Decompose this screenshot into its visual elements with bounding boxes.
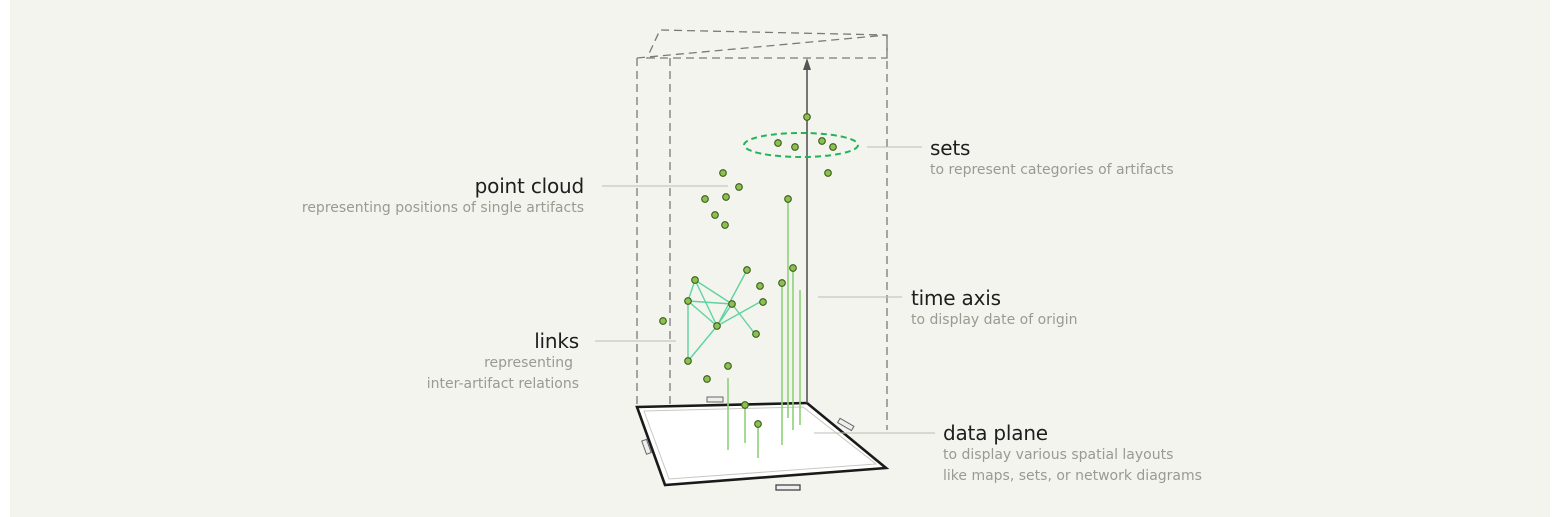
artifact-point <box>778 279 786 287</box>
artifact-point <box>703 375 711 383</box>
artifact-point <box>741 401 749 409</box>
artifact-point <box>659 317 667 325</box>
artifact-point <box>784 195 792 203</box>
point-cloud <box>659 113 837 428</box>
label-sets-subtitle: to represent categories of artifacts <box>930 162 1174 178</box>
label-point-cloud-subtitle: representing positions of single artifac… <box>301 200 584 216</box>
label-time-axis-subtitle: to display date of origin <box>911 312 1078 328</box>
artifact-point <box>752 330 760 338</box>
data-plane-handle-icon <box>775 484 801 491</box>
artifact-point <box>701 195 709 203</box>
label-point-cloud: point cloud representing positions of si… <box>302 174 584 219</box>
data-plane-handle-icon <box>706 396 724 403</box>
artifact-point <box>691 276 699 284</box>
artifact-point <box>829 143 837 151</box>
data-plane-handle-icon <box>836 417 855 432</box>
label-data-plane-subtitle-line1: to display various spatial layouts <box>943 447 1174 463</box>
label-links: links representing inter-artifact relati… <box>427 329 579 395</box>
artifact-point <box>803 113 811 121</box>
link-network <box>687 269 761 362</box>
link <box>687 325 718 362</box>
artifact-point <box>684 357 692 365</box>
link <box>687 300 718 327</box>
cube-wireframe <box>636 29 888 430</box>
artifact-point <box>684 297 692 305</box>
time-axis <box>803 58 811 403</box>
link <box>694 279 718 327</box>
data-plane-handle-icon <box>641 438 652 455</box>
label-data-plane-subtitle-line2: like maps, sets, or network diagrams <box>943 468 1202 484</box>
artifact-point <box>711 211 719 219</box>
link <box>731 303 756 335</box>
link <box>687 300 733 305</box>
time-axis-arrow-icon <box>803 58 811 70</box>
link <box>694 279 733 305</box>
artifact-point <box>754 420 762 428</box>
artifact-point <box>721 221 729 229</box>
artifact-point <box>719 169 727 177</box>
artifact-point <box>728 300 736 308</box>
link <box>716 269 748 327</box>
label-data-plane-title: data plane <box>943 421 1048 445</box>
artifact-point <box>824 169 832 177</box>
artifact-point <box>759 298 767 306</box>
point-stems <box>727 200 801 458</box>
artifact-point <box>791 143 799 151</box>
data-plane-inner-border <box>643 406 878 480</box>
artifact-point <box>756 282 764 290</box>
label-point-cloud-title: point cloud <box>474 174 585 198</box>
artifact-point <box>774 139 782 147</box>
space-time-cube-diagram <box>595 29 935 491</box>
artifact-point <box>735 183 743 191</box>
artifact-point <box>724 362 732 370</box>
label-time-axis: time axis to display date of origin <box>911 286 1078 331</box>
label-sets: sets to represent categories of artifact… <box>930 136 1174 181</box>
data-plane <box>635 396 890 491</box>
artifact-point <box>818 137 826 145</box>
label-time-axis-title: time axis <box>911 286 1001 310</box>
set-ellipse <box>743 132 859 158</box>
label-links-subtitle-line2: inter-artifact relations <box>426 376 579 392</box>
diagram-canvas: point cloud representing positions of si… <box>10 0 1550 517</box>
artifact-point <box>789 264 797 272</box>
label-links-subtitle-line1: representing <box>484 355 573 371</box>
cube-top-diagonal <box>636 34 888 59</box>
artifact-point <box>722 193 730 201</box>
label-sets-title: sets <box>930 136 971 160</box>
leader-lines <box>595 146 935 434</box>
link <box>716 301 761 327</box>
label-data-plane: data plane to display various spatial la… <box>943 421 1202 487</box>
label-links-title: links <box>534 329 579 353</box>
artifact-point <box>713 322 721 330</box>
artifact-point <box>743 266 751 274</box>
